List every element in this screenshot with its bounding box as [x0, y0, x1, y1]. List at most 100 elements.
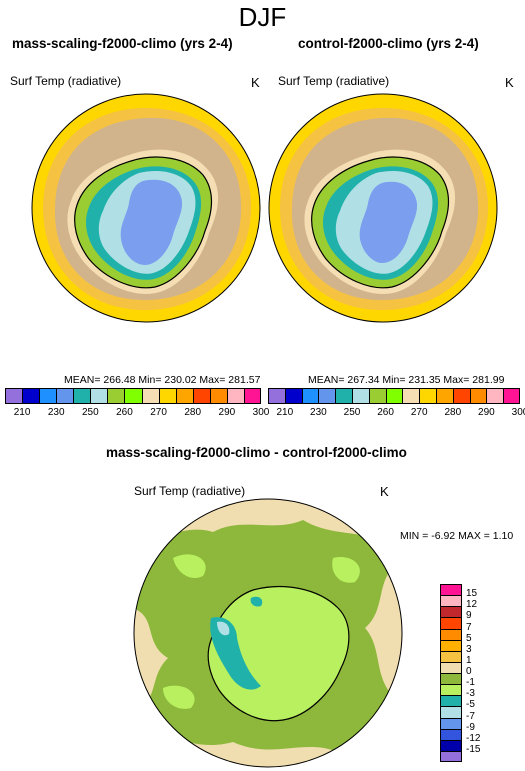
colorbar-tick-label: 0 [466, 666, 472, 677]
panel-diff-stats: MIN = -6.92 MAX = 1.10 [400, 530, 514, 542]
colorbar-swatch [440, 695, 462, 707]
colorbar-tick-label: 250 [343, 407, 361, 418]
colorbar-tick-label: -15 [466, 743, 481, 755]
colorbar-swatch [440, 650, 462, 662]
colorbar-swatch [107, 388, 125, 404]
colorbar-swatch [209, 388, 227, 404]
colorbar-tick-label: 250 [81, 407, 99, 418]
colorbar-swatch [368, 388, 386, 404]
colorbar-tick-label: 290 [218, 407, 236, 418]
colorbar-swatch [39, 388, 57, 404]
colorbar-swatch [243, 388, 261, 404]
colorbar-swatch [284, 388, 302, 404]
colorbar-swatch [192, 388, 210, 404]
colorbar-tick-label: 5 [466, 632, 472, 644]
panel-right-units: K [505, 75, 514, 90]
colorbar-swatch [503, 388, 520, 404]
colorbar-tick-label: -1 [466, 677, 475, 689]
colorbar-swatch [385, 388, 403, 404]
colorbar-swatch [158, 388, 176, 404]
colorbar-tick-label: 3 [466, 643, 472, 655]
colorbar-tick-label: -5 [466, 699, 475, 711]
colorbar-tick-label: 300 [252, 407, 270, 418]
colorbar-tick-label: 290 [478, 407, 495, 418]
map-diff [133, 498, 403, 768]
colorbar-tick-label: 280 [184, 407, 202, 418]
diff-lightblue-patch [217, 621, 230, 636]
colorbar-right-ticks: 210 230 250 260 270 280 290 300 [268, 407, 525, 421]
colorbar-right [268, 388, 520, 404]
colorbar-tick-label: 230 [47, 407, 65, 418]
colorbar-tick-label: -12 [466, 732, 481, 744]
colorbar-tick-label: 270 [150, 407, 167, 418]
colorbar-tick-label: 270 [410, 407, 428, 418]
panel-left-stats: MEAN= 266.48 Min= 230.02 Max= 281.57 [64, 374, 261, 386]
colorbar-swatch [226, 388, 244, 404]
diff-teal-patch-2 [250, 596, 263, 607]
colorbar-swatch [440, 728, 462, 740]
colorbar-swatch [419, 388, 436, 404]
colorbar-swatch [90, 388, 108, 404]
panel-diff-title: mass-scaling-f2000-climo - control-f2000… [106, 445, 407, 460]
colorbar-swatch [124, 388, 142, 404]
colorbar-swatch [440, 617, 462, 629]
colorbar-tick-label: 280 [444, 407, 462, 418]
panel-left-title: mass-scaling-f2000-climo (yrs 2-4) [12, 36, 233, 51]
diff-light-patch-1 [173, 554, 206, 578]
colorbar-swatch [440, 706, 462, 718]
colorbar-tick-label: 260 [377, 407, 394, 418]
colorbar-tick-label: 7 [466, 621, 472, 633]
colorbar-swatch [440, 606, 462, 618]
colorbar-swatch [436, 388, 453, 404]
colorbar-swatch [335, 388, 352, 404]
colorbar-swatch [440, 595, 462, 607]
diff-light-patch-3 [163, 685, 195, 709]
colorbar-swatch [440, 739, 462, 751]
colorbar-swatch [440, 628, 462, 640]
colorbar-swatch [440, 673, 462, 685]
colorbar-swatch [318, 388, 336, 404]
colorbar-tick-label: 9 [466, 610, 472, 622]
panel-right-variable: Surf Temp (radiative) [278, 74, 390, 88]
colorbar-tick-label: 230 [310, 407, 327, 418]
panel-diff-variable: Surf Temp (radiative) [134, 484, 246, 498]
diff-teal-peninsula [210, 617, 261, 690]
colorbar-tick-label: -7 [466, 710, 475, 722]
colorbar-swatch [440, 639, 462, 651]
panel-right-title: control-f2000-climo (yrs 2-4) [298, 36, 479, 51]
colorbar-tick-label: 12 [466, 599, 478, 611]
colorbar-diff-ticks: 15 12 9 7 5 3 1 0 -1 -3 -5 -7 -9 -12 -15 [466, 584, 506, 762]
map-right [268, 93, 498, 323]
colorbar-swatch [268, 388, 285, 404]
colorbar-tick-label: -3 [466, 688, 475, 700]
colorbar-swatch [5, 388, 23, 404]
colorbar-swatch [301, 388, 319, 404]
panel-right-stats: MEAN= 267.34 Min= 231.35 Max= 281.99 [308, 374, 505, 386]
colorbar-swatch [141, 388, 159, 404]
plateau [359, 181, 418, 263]
colorbar-left [5, 388, 261, 404]
colorbar-swatch [22, 388, 40, 404]
colorbar-swatch [440, 750, 462, 762]
panel-left-variable: Surf Temp (radiative) [10, 74, 122, 88]
colorbar-tick-label: 260 [116, 407, 133, 418]
colorbar-swatch [486, 388, 504, 404]
colorbar-tick-label: 210 [276, 407, 294, 418]
map-left [31, 93, 261, 323]
colorbar-left-ticks: 210 230 250 260 270 280 290 300 [5, 407, 270, 421]
colorbar-swatch [352, 388, 369, 404]
colorbar-swatch [56, 388, 74, 404]
colorbar-tick-label: 1 [466, 654, 472, 666]
panel-left-units: K [251, 75, 260, 90]
panel-diff-units: K [380, 484, 389, 499]
colorbar-swatch [402, 388, 420, 404]
diff-light-patch-2 [332, 557, 360, 583]
colorbar-tick-label: 210 [13, 407, 31, 418]
colorbar-diff [440, 584, 462, 762]
colorbar-tick-label: -9 [466, 721, 475, 733]
colorbar-swatch [452, 388, 470, 404]
diff-sand-ring-right [365, 558, 402, 698]
colorbar-tick-label: 300 [511, 407, 525, 418]
colorbar-swatch [469, 388, 487, 404]
figure-title: DJF [238, 2, 287, 32]
